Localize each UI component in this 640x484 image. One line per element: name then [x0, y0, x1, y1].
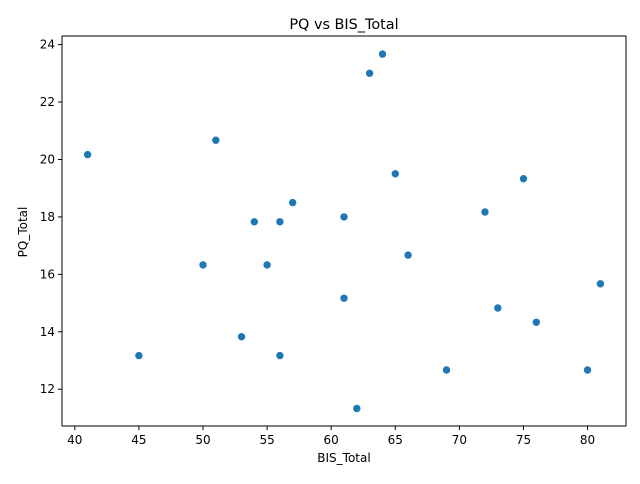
data-point [339, 212, 349, 222]
data-point [403, 250, 413, 260]
chart-title: PQ vs BIS_Total [289, 17, 398, 33]
y-tick-label: 20 [40, 152, 55, 166]
data-point [211, 135, 221, 145]
y-axis: 12 14 16 18 20 22 24 [40, 36, 63, 426]
y-tick-label: 14 [40, 325, 55, 339]
y-tick-label: 18 [40, 210, 55, 224]
data-point [390, 169, 400, 179]
data-point [275, 217, 285, 227]
x-tick-label: 50 [195, 433, 210, 447]
x-tick-label: 80 [580, 433, 595, 447]
data-point [83, 150, 92, 159]
x-tick-label: 40 [67, 433, 82, 447]
data-point [339, 293, 349, 303]
data-point [442, 365, 451, 375]
data-point [198, 260, 208, 270]
data-point [493, 303, 503, 313]
x-tick-label: 45 [131, 433, 146, 447]
data-point [596, 279, 605, 289]
x-tick-label: 70 [452, 433, 467, 447]
x-axis-label: BIS_Total [317, 451, 370, 465]
data-point [134, 351, 144, 360]
y-axis-label: PQ_Total [16, 207, 30, 258]
data-point [237, 332, 246, 342]
data-point [275, 351, 285, 360]
y-tick-label: 12 [40, 382, 55, 396]
data-point [583, 365, 592, 375]
data-point [519, 174, 528, 183]
x-tick-label: 60 [324, 433, 339, 447]
x-tick-label: 75 [516, 433, 531, 447]
x-axis: 40 45 50 55 60 65 70 75 80 [62, 425, 626, 447]
x-tick-label: 65 [388, 433, 403, 447]
data-point [288, 198, 298, 207]
plot-area [62, 35, 627, 426]
data-point [262, 260, 272, 270]
data-point [378, 49, 387, 59]
data-point [480, 207, 490, 217]
y-tick-label: 24 [40, 38, 55, 52]
x-tick-label: 55 [259, 433, 274, 447]
y-tick-label: 16 [40, 267, 55, 281]
y-tick-label: 22 [40, 95, 55, 109]
data-point [250, 217, 259, 227]
data-point [352, 404, 362, 413]
data-point [531, 317, 541, 327]
data-point [365, 69, 374, 78]
